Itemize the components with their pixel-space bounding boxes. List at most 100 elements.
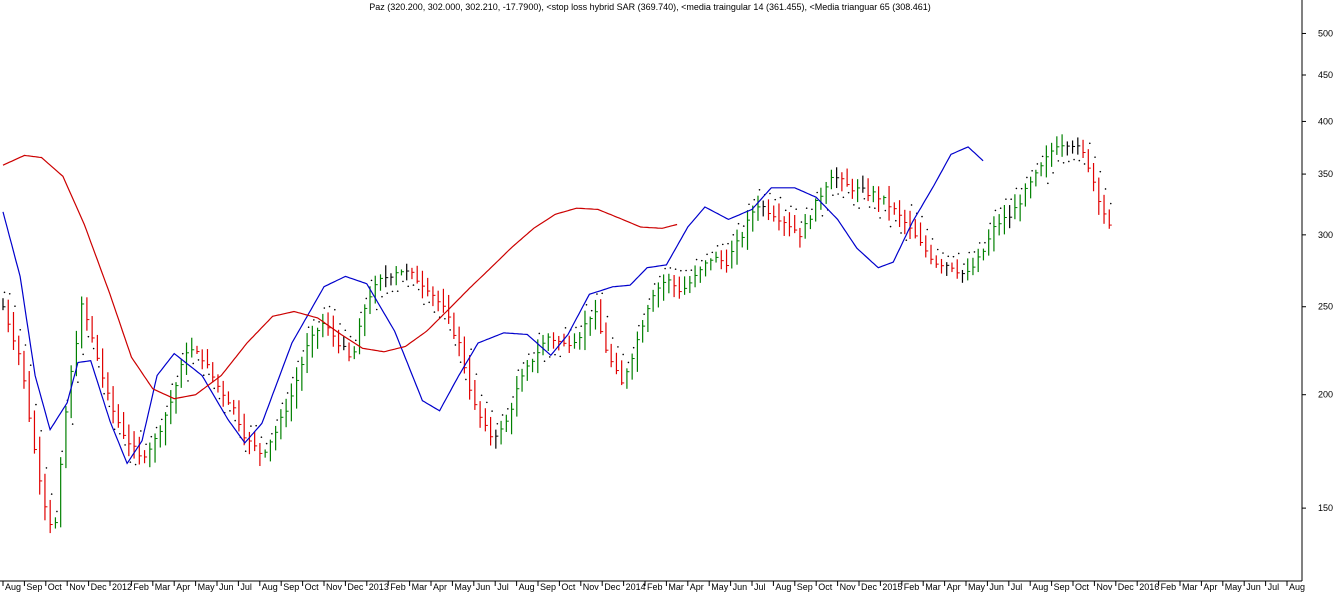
sar-dot [129, 461, 132, 463]
sar-dot [863, 197, 866, 200]
ohlc-bar [647, 304, 651, 333]
sar-dot [742, 225, 745, 227]
sar-dot [737, 222, 740, 225]
ohlc-bar [589, 316, 593, 336]
ohlc-bar [977, 248, 981, 273]
ohlc-bar [369, 286, 373, 315]
ohlc-bar [238, 400, 242, 432]
x-tick-label: May [711, 582, 729, 592]
sar-dot [491, 410, 493, 412]
ohlc-bar [657, 282, 661, 308]
ohlc-bar [877, 186, 882, 212]
ohlc-bar [809, 215, 813, 230]
x-tick-label: Mar [155, 582, 171, 592]
ohlc-bar [33, 410, 37, 454]
sar-dot [963, 263, 965, 265]
ohlc-bar [196, 345, 200, 354]
ohlc-bar [1035, 169, 1039, 187]
sar-dot [1109, 202, 1112, 205]
ohlc-bar [138, 436, 142, 465]
sar-dot [926, 228, 929, 231]
sar-dot [328, 305, 331, 308]
sar-dot [758, 188, 761, 191]
ohlc-bar [191, 337, 195, 358]
sar-dot [1099, 170, 1102, 173]
sar-dot [575, 326, 577, 329]
ohlc-bar [720, 250, 724, 270]
ohlc-bar [851, 178, 855, 199]
ohlc-bar [946, 262, 950, 276]
sar-dot [265, 442, 268, 445]
sar-dot [14, 305, 16, 307]
slow-moving-average-line [2, 154, 678, 400]
sar-dot [889, 225, 892, 228]
sar-dot [784, 209, 787, 212]
sar-dot [501, 414, 504, 416]
sar-dot [71, 423, 74, 425]
sar-dot [40, 429, 43, 432]
ohlc-bar [112, 386, 116, 424]
x-tick-label: Feb [133, 582, 149, 592]
sar-dot [213, 387, 216, 390]
x-tick-label: 2013 [369, 582, 389, 592]
sar-dot [507, 408, 509, 410]
sar-dot [564, 327, 567, 329]
sar-dot [354, 339, 357, 342]
x-tick-label: Aug [1289, 582, 1305, 592]
ohlc-bar [935, 255, 939, 268]
x-tick-label: Feb [647, 582, 663, 592]
sar-dot [795, 208, 797, 210]
sar-dot [1036, 163, 1039, 165]
ohlc-bar [710, 258, 714, 271]
sar-dot [674, 268, 677, 270]
sar-dot [486, 401, 488, 404]
x-tick-label: Jul [497, 582, 509, 592]
ohlc-bar [862, 175, 866, 193]
ohlc-bar [285, 398, 289, 428]
sar-dot [800, 221, 803, 223]
sar-dot [596, 293, 598, 295]
sar-dot [1031, 170, 1033, 172]
x-tick-label: Nov [583, 582, 600, 592]
y-tick-label: 200 [1318, 390, 1333, 400]
sar-dot [706, 253, 708, 256]
ohlc-bar [102, 348, 106, 388]
sar-dot [994, 209, 997, 212]
x-tick-label: Jun [476, 582, 491, 592]
ohlc-bar [898, 200, 903, 228]
ohlc-bar [96, 334, 100, 361]
x-tick-label: Nov [1096, 582, 1113, 592]
x-tick-label: Oct [561, 582, 576, 592]
x-tick-label: Mar [668, 582, 684, 592]
ohlc-bar [23, 350, 27, 389]
ohlc-bar [180, 359, 184, 388]
sar-dot [973, 251, 976, 253]
sar-dot [522, 362, 525, 364]
x-tick-label: Jun [733, 582, 748, 592]
ohlc-bar [762, 200, 766, 217]
ohlc-bar [311, 325, 315, 358]
sar-dot [1094, 156, 1096, 158]
ohlc-bar [573, 333, 577, 349]
y-tick-label: 400 [1318, 116, 1333, 126]
x-tick-label: Sep [283, 582, 299, 592]
ohlc-bar [510, 402, 515, 435]
sar-dot [1020, 187, 1023, 190]
ohlc-bar [390, 273, 394, 286]
ohlc-bar [673, 275, 677, 298]
x-tick-label: Aug [775, 582, 791, 592]
ohlc-bar [1071, 140, 1076, 154]
ohlc-bar [1066, 141, 1070, 156]
sar-dot [548, 356, 551, 358]
sar-dot [1047, 182, 1049, 185]
x-tick-label: Jul [1268, 582, 1280, 592]
sar-dot [984, 241, 986, 244]
ohlc-bar [159, 425, 163, 448]
ohlc-bar [767, 199, 771, 221]
sar-dot [292, 376, 294, 379]
ohlc-bar [379, 274, 383, 291]
sar-dot [459, 361, 462, 363]
ohlc-bar [290, 383, 294, 422]
ohlc-bar [2, 298, 6, 311]
sar-dot [260, 436, 263, 438]
